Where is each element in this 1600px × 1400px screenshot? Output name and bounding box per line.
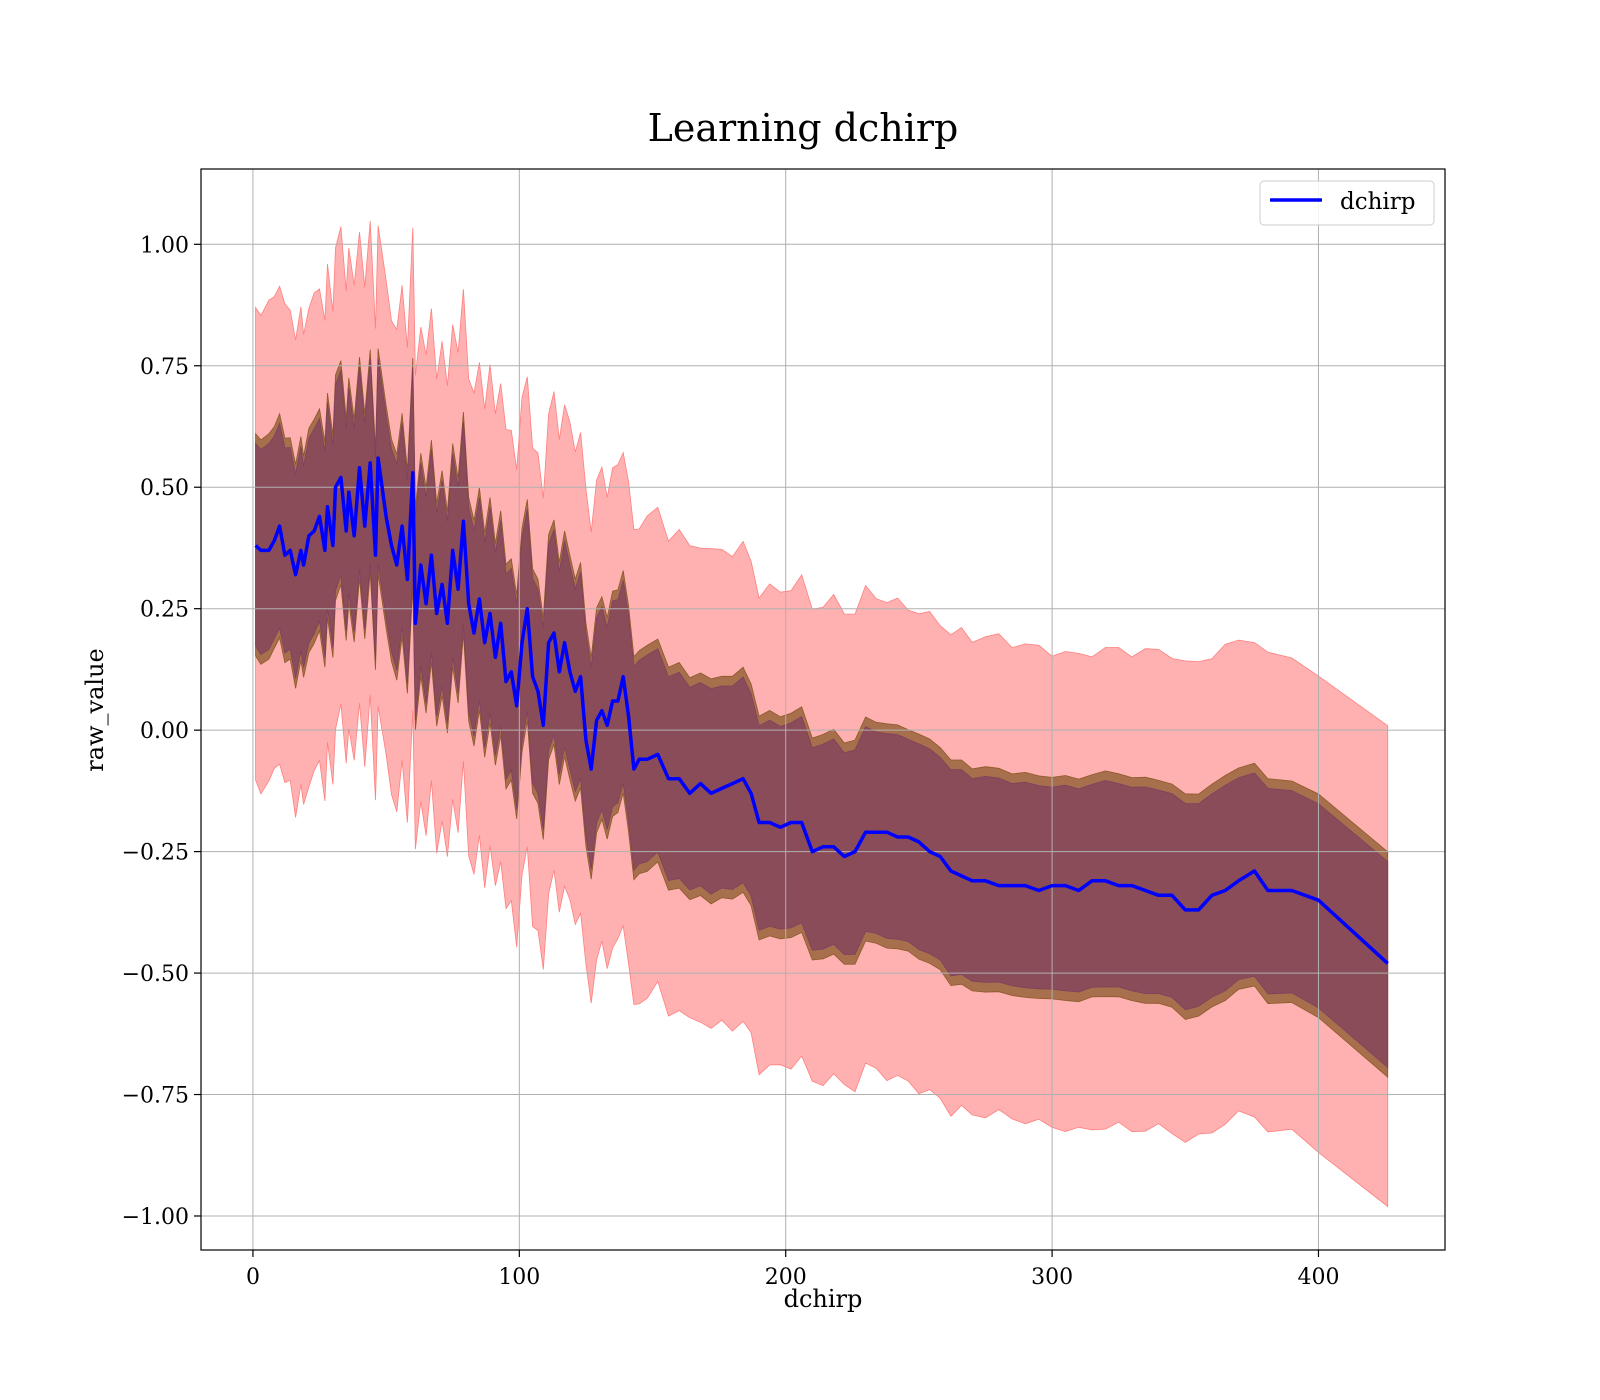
y-tick-label-3: 0.25: [140, 598, 189, 623]
x-tick-label-2: 200: [765, 1265, 807, 1290]
band-outer: [255, 220, 1389, 1208]
legend: dchirp: [1259, 180, 1435, 226]
y-tick-label-1: 0.75: [140, 355, 189, 380]
y-tick-label-7: −0.75: [122, 1084, 189, 1109]
confidence-bands: [255, 220, 1389, 1208]
plot-area-frame: [200, 168, 1446, 1251]
y-tick-label-2: 0.50: [140, 476, 189, 501]
x-tick-label-4: 400: [1297, 1265, 1339, 1290]
chart-title: Learning dchirp: [648, 106, 959, 150]
y-tick-label-4: 0.00: [140, 719, 189, 744]
x-tick-label-1: 100: [498, 1265, 540, 1290]
y-tick-label-6: −0.50: [122, 962, 189, 987]
legend-box: [1259, 180, 1435, 226]
grid-lines: [201, 169, 1445, 1250]
band-inner: [255, 358, 1389, 1069]
y-tick-label-8: −1.00: [122, 1205, 189, 1230]
x-axis-label: dchirp: [784, 1285, 863, 1313]
x-tick-label-0: 0: [246, 1265, 260, 1290]
y-axis-ticks: 1.00 0.75 0.50 0.25 0.00 −0.25 −0.50 −0.75 −1.00: [122, 233, 201, 1230]
y-axis-label: raw_value: [81, 648, 109, 772]
y-tick-label-5: −0.25: [122, 841, 189, 866]
series-line-dchirp: [254, 456, 1389, 965]
x-axis-ticks: 0 100 200 300 400: [246, 1250, 1339, 1290]
series-lines: [254, 456, 1389, 965]
x-tick-label-3: 300: [1031, 1265, 1073, 1290]
y-tick-label-0: 1.00: [140, 233, 189, 258]
legend-label-dchirp: dchirp: [1340, 189, 1416, 215]
